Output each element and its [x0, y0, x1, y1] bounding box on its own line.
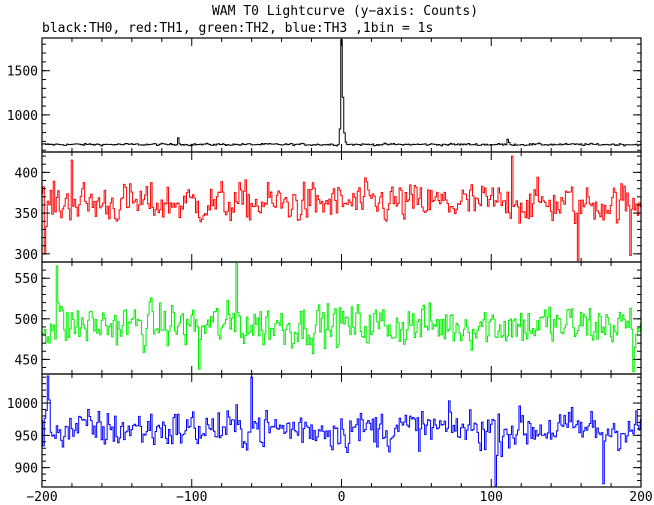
panel-frame [41, 373, 642, 488]
panel-th0: 1000 1500 [7, 37, 642, 153]
x-axis: −200 −100 0 100 200 [26, 490, 652, 505]
y-tick-label: 400 [15, 166, 38, 181]
panel-frame [41, 261, 642, 375]
panel-frame [41, 151, 642, 263]
y-tick-label: 300 [15, 248, 38, 263]
y-tick-label: 1000 [7, 397, 38, 412]
x-tick-label: 200 [629, 490, 652, 505]
y-tick-label: 1500 [7, 65, 38, 80]
y-tick-label: 500 [15, 313, 38, 328]
panels-group: 1000 1500 300 350 400 450 500 550 900 950 1000 [7, 37, 642, 488]
y-tick-label: 900 [15, 462, 38, 477]
y-tick-label: 350 [15, 207, 38, 222]
panel-th1: 300 350 400 [15, 151, 642, 263]
series-line-th2 [41, 263, 642, 373]
panel-th2: 450 500 550 [15, 261, 642, 375]
chart-title: WAM T0 Lightcurve (y−axis: Counts) [212, 4, 478, 19]
series-line-th3 [41, 375, 642, 487]
x-tick-label: −100 [176, 490, 207, 505]
chart-subtitle: black:TH0, red:TH1, green:TH2, blue:TH3 … [42, 21, 433, 36]
series-line-th1 [41, 155, 642, 261]
y-tick-label: 550 [15, 272, 38, 287]
x-tick-label: −200 [26, 490, 57, 505]
y-tick-label: 950 [15, 429, 38, 444]
x-tick-label: 0 [338, 490, 346, 505]
y-tick-label: 1000 [7, 109, 38, 124]
y-tick-label: 450 [15, 353, 38, 368]
panel-frame [41, 37, 642, 153]
x-tick-label: 100 [480, 490, 503, 505]
series-line-th0 [41, 39, 642, 147]
panel-th3: 900 950 1000 [7, 373, 642, 488]
